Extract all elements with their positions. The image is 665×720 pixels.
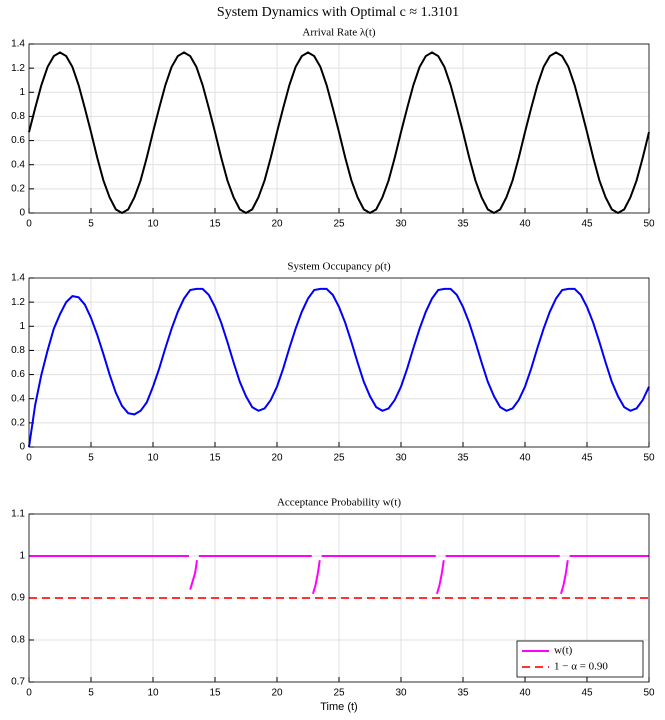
x-tick-label: 25 (333, 219, 345, 230)
x-tick-label: 25 (333, 453, 345, 464)
y-tick-label: 1 (19, 321, 25, 332)
x-tick-label: 20 (271, 453, 283, 464)
x-tick-label: 10 (147, 688, 159, 699)
x-tick-label: 0 (26, 219, 32, 230)
y-tick-label: 0.8 (11, 345, 25, 356)
x-tick-label: 15 (209, 688, 221, 699)
x-tick-label: 5 (88, 453, 94, 464)
legend-label: w(t) (554, 645, 573, 657)
axes-frame (28, 513, 650, 683)
x-tick-label: 30 (395, 219, 407, 230)
axes-frame (28, 277, 650, 448)
y-tick-label: 1.4 (11, 273, 25, 284)
x-tick-label: 20 (271, 688, 283, 699)
x-tick-label: 0 (26, 688, 32, 699)
y-tick-label: 1.2 (11, 63, 25, 74)
x-tick-label: 50 (643, 688, 655, 699)
x-tick-label: 50 (643, 219, 655, 230)
x-tick-label: 40 (519, 688, 531, 699)
y-tick-label: 1.1 (11, 509, 25, 520)
y-tick-label: 0.2 (11, 183, 25, 194)
x-tick-label: 5 (88, 688, 94, 699)
x-tick-label: 45 (581, 219, 593, 230)
y-tick-label: 0.4 (11, 393, 25, 404)
x-tick-label: 20 (271, 219, 283, 230)
y-tick-label: 0 (19, 208, 25, 219)
chart-title: Acceptance Probability w(t) (277, 497, 401, 509)
legend-box (516, 640, 644, 678)
y-tick-label: 0.6 (11, 369, 25, 380)
y-tick-label: 1.2 (11, 297, 25, 308)
x-tick-label: 10 (147, 453, 159, 464)
chart-title: System Occupancy ρ(t) (287, 261, 391, 273)
x-tick-label: 0 (26, 453, 32, 464)
x-tick-label: 10 (147, 219, 159, 230)
y-tick-label: 0.8 (11, 635, 25, 646)
x-tick-label: 35 (457, 453, 469, 464)
axes-frame (28, 43, 650, 214)
y-tick-label: 1 (19, 551, 25, 562)
x-tick-label: 5 (88, 219, 94, 230)
y-tick-label: 0.7 (11, 677, 25, 688)
y-tick-label: 0.2 (11, 417, 25, 428)
x-tick-label: 25 (333, 688, 345, 699)
y-tick-label: 0.6 (11, 135, 25, 146)
x-tick-label: 15 (209, 453, 221, 464)
figure-title: System Dynamics with Optimal c ≈ 1.3101 (217, 5, 459, 20)
series-line (28, 287, 650, 448)
legend-label: 1 − α = 0.90 (554, 661, 608, 673)
y-tick-label: 0 (19, 442, 25, 453)
y-tick-label: 0.8 (11, 111, 25, 122)
y-tick-label: 0.4 (11, 159, 25, 170)
x-tick-label: 45 (581, 688, 593, 699)
y-tick-label: 1 (19, 87, 25, 98)
x-tick-label: 45 (581, 453, 593, 464)
x-tick-label: 15 (209, 219, 221, 230)
series-line (29, 555, 649, 595)
x-tick-label: 40 (519, 219, 531, 230)
x-tick-label: 40 (519, 453, 531, 464)
x-tick-label: 30 (395, 453, 407, 464)
x-tick-label: 35 (457, 688, 469, 699)
series-line (28, 51, 650, 215)
x-tick-label: 30 (395, 688, 407, 699)
y-tick-label: 1.4 (11, 39, 25, 50)
x-tick-label: 50 (643, 453, 655, 464)
x-axis-label: Time (t) (320, 701, 357, 713)
chart-title: Arrival Rate λ(t) (302, 27, 375, 39)
x-tick-label: 35 (457, 219, 469, 230)
y-tick-label: 0.9 (11, 593, 25, 604)
